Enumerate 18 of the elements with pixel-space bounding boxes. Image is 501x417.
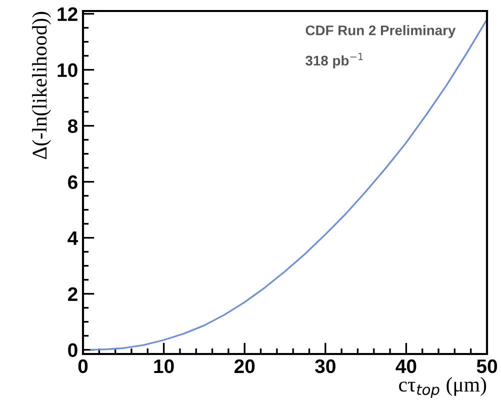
y-tick-label: 4: [68, 231, 78, 245]
annotation: 318 pb$^{−1}$: [306, 53, 363, 68]
line-series: [90, 18, 487, 351]
x-tick-label: 30: [315, 359, 336, 374]
annotation: CDF Run 2 Preliminary: [306, 25, 456, 38]
y-tick-label: 8: [68, 119, 78, 134]
x-axis-title: cτ$_{top}$ (μm): [399, 376, 486, 398]
y-tick-label: 12: [58, 7, 78, 21]
y-tick-label: 2: [68, 287, 78, 301]
x-tick-label: 0: [78, 359, 88, 374]
x-tick-label: 50: [476, 359, 498, 374]
y-tick-label: 0: [68, 343, 78, 358]
y-axis-title: Δ(-ln(likelihood)): [32, 12, 51, 159]
x-tick-label: 20: [234, 359, 255, 374]
x-tick-label: 10: [154, 359, 174, 374]
y-tick-label: 6: [68, 175, 78, 190]
x-tick-label: 40: [396, 359, 416, 374]
y-tick-label: 10: [58, 63, 78, 78]
